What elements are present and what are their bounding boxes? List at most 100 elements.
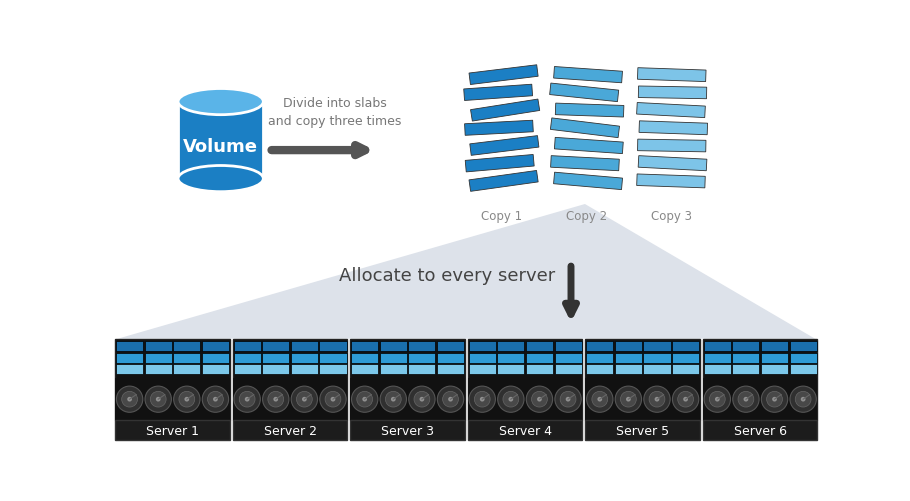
- Bar: [291, 341, 318, 351]
- Bar: [116, 353, 143, 363]
- Bar: [469, 353, 496, 363]
- Polygon shape: [117, 204, 815, 339]
- Bar: [554, 341, 581, 351]
- Polygon shape: [470, 136, 539, 156]
- Circle shape: [213, 397, 217, 402]
- Text: Copy 1: Copy 1: [480, 210, 521, 223]
- Polygon shape: [469, 66, 538, 85]
- FancyArrowPatch shape: [565, 267, 577, 315]
- Bar: [202, 353, 229, 363]
- Bar: [672, 341, 699, 351]
- Circle shape: [330, 397, 336, 402]
- Bar: [234, 341, 260, 351]
- Bar: [233, 378, 348, 420]
- Text: Server 2: Server 2: [264, 424, 317, 437]
- Bar: [202, 341, 229, 351]
- Circle shape: [615, 386, 642, 412]
- Bar: [409, 364, 436, 374]
- Bar: [145, 341, 172, 351]
- Bar: [351, 341, 379, 351]
- Bar: [350, 420, 465, 440]
- Bar: [262, 341, 289, 351]
- Bar: [586, 353, 613, 363]
- Polygon shape: [464, 85, 532, 101]
- Polygon shape: [465, 121, 533, 136]
- Circle shape: [156, 397, 160, 402]
- Circle shape: [386, 392, 401, 407]
- Ellipse shape: [178, 166, 263, 192]
- Circle shape: [704, 386, 731, 412]
- Bar: [173, 364, 200, 374]
- Circle shape: [592, 392, 608, 407]
- Bar: [437, 353, 464, 363]
- Circle shape: [263, 386, 289, 412]
- Polygon shape: [553, 67, 622, 84]
- Text: Server 4: Server 4: [499, 424, 551, 437]
- Circle shape: [480, 397, 485, 402]
- Bar: [761, 341, 788, 351]
- Bar: [379, 341, 407, 351]
- Bar: [586, 364, 613, 374]
- Polygon shape: [554, 138, 623, 154]
- Circle shape: [649, 392, 665, 407]
- Bar: [437, 341, 464, 351]
- Bar: [409, 353, 436, 363]
- Polygon shape: [638, 156, 707, 171]
- Circle shape: [715, 397, 720, 402]
- Circle shape: [683, 397, 688, 402]
- Circle shape: [503, 392, 519, 407]
- Bar: [615, 341, 642, 351]
- Polygon shape: [637, 103, 705, 118]
- Circle shape: [380, 386, 407, 412]
- Bar: [173, 353, 200, 363]
- Bar: [585, 339, 700, 420]
- Circle shape: [531, 392, 547, 407]
- Bar: [733, 341, 760, 351]
- Bar: [468, 420, 582, 440]
- Bar: [615, 364, 642, 374]
- Bar: [615, 353, 642, 363]
- Circle shape: [420, 397, 424, 402]
- Bar: [526, 353, 553, 363]
- Circle shape: [438, 386, 464, 412]
- Circle shape: [362, 397, 367, 402]
- Polygon shape: [550, 84, 619, 102]
- Bar: [703, 364, 731, 374]
- Bar: [703, 341, 731, 351]
- Polygon shape: [465, 155, 534, 172]
- Circle shape: [122, 392, 137, 407]
- Ellipse shape: [178, 89, 263, 115]
- Circle shape: [766, 392, 783, 407]
- Bar: [202, 364, 229, 374]
- Bar: [291, 364, 318, 374]
- Circle shape: [733, 386, 759, 412]
- Circle shape: [537, 397, 541, 402]
- Bar: [116, 339, 229, 420]
- Circle shape: [291, 386, 318, 412]
- Bar: [672, 364, 699, 374]
- Circle shape: [498, 386, 524, 412]
- Bar: [116, 364, 143, 374]
- Bar: [233, 420, 348, 440]
- Bar: [586, 341, 613, 351]
- Bar: [116, 378, 229, 420]
- Circle shape: [442, 392, 459, 407]
- Bar: [291, 353, 318, 363]
- Circle shape: [297, 392, 312, 407]
- Bar: [379, 353, 407, 363]
- Bar: [761, 353, 788, 363]
- Text: Server 5: Server 5: [616, 424, 669, 437]
- Text: Allocate to every server: Allocate to every server: [339, 267, 555, 284]
- Circle shape: [116, 386, 143, 412]
- Bar: [672, 353, 699, 363]
- Bar: [233, 339, 348, 420]
- Circle shape: [239, 392, 255, 407]
- Circle shape: [357, 392, 372, 407]
- Bar: [497, 364, 524, 374]
- Text: Server 1: Server 1: [146, 424, 199, 437]
- Circle shape: [268, 392, 284, 407]
- Circle shape: [302, 397, 307, 402]
- Polygon shape: [639, 122, 708, 135]
- Circle shape: [587, 386, 613, 412]
- Text: Copy 3: Copy 3: [652, 210, 693, 223]
